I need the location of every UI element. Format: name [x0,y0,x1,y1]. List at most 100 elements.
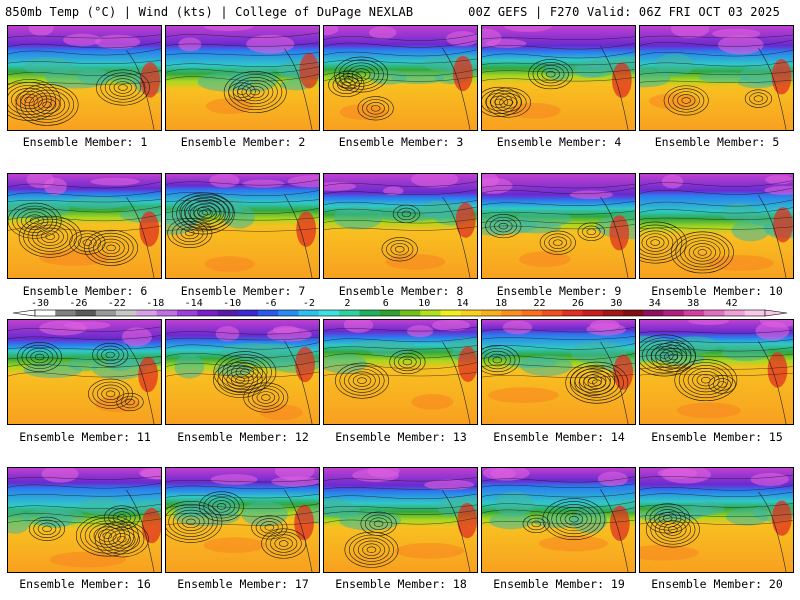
colorbar-tick-label: 10 [418,298,430,309]
member-label: Ensemble Member: 13 [335,430,467,444]
member-label: Ensemble Member: 17 [177,577,309,591]
member-label: Ensemble Member: 19 [493,577,625,591]
colorbar-segment [582,310,604,316]
colorbar-segment [400,310,421,316]
colorbar-segment [481,310,502,316]
colorbar-tick-label: 22 [533,298,545,309]
product-title: 850mb Temp (°C) | Wind (kts) | College o… [5,5,414,19]
ensemble-map-panel [7,173,162,279]
colorbar-segment [501,310,522,316]
member-label: Ensemble Member: 6 [22,284,148,298]
member-label: Ensemble Member: 18 [335,577,467,591]
run-valid-time: 00Z GEFS | F270 Valid: 06Z FRI OCT 03 20… [468,5,780,19]
member-label: Ensemble Member: 4 [496,135,622,149]
temperature-map [8,468,161,572]
colorbar-tick-label: 6 [383,298,389,309]
temperature-map [324,26,477,130]
colorbar-segment [237,310,259,316]
member-label: Ensemble Member: 8 [338,284,464,298]
colorbar-segment [197,310,218,316]
colorbar-segment [278,310,299,316]
colorbar-segment [744,310,766,316]
member-label: Ensemble Member: 20 [651,577,783,591]
colorbar-segment [359,310,381,316]
ensemble-map-panel [7,319,162,425]
member-label: Ensemble Member: 3 [338,135,464,149]
temperature-map [8,174,161,278]
ensemble-map-panel [639,319,794,425]
temperature-map [324,320,477,424]
temperature-map [324,174,477,278]
colorbar-segment [35,310,56,316]
temperature-map [640,320,793,424]
colorbar-segment [75,310,97,316]
member-label: Ensemble Member: 15 [651,430,783,444]
colorbar-tick-label: -6 [264,298,276,309]
temperature-map [482,320,635,424]
colorbar-graphic: -30 -26 -22 -18 -14 -10 -6 -2 2 6 10 14 18 22 26 30 34 38… [12,298,788,317]
colorbar-segment [704,310,725,316]
member-label: Ensemble Member: 12 [177,430,309,444]
member-label: Ensemble Member: 2 [180,135,306,149]
member-label: Ensemble Member: 10 [651,284,783,298]
colorbar-segment [298,310,320,316]
ensemble-map-panel [481,25,636,131]
colorbar-segment [136,310,157,316]
colorbar-tick-label: 38 [687,298,699,309]
colorbar-left-arrow [12,309,36,317]
colorbar-segment [440,310,462,316]
colorbar-segment [258,310,279,316]
colorbar-segment [683,310,705,316]
colorbar-segment [460,310,482,316]
ensemble-map-panel [165,319,320,425]
ensemble-map-panel [323,319,478,425]
member-label: Ensemble Member: 1 [22,135,148,149]
colorbar-segment [339,310,360,316]
colorbar-tick-label: -26 [69,298,87,309]
colorbar-segment [602,310,624,316]
colorbar-tick-label: 18 [495,298,507,309]
colorbar-segment [55,310,76,316]
colorbar-segment [156,310,178,316]
temperature-map [324,468,477,572]
colorbar-segment [217,310,239,316]
temperature-map [166,468,319,572]
colorbar-segment [176,310,198,316]
colorbar-tick-label: 42 [726,298,738,309]
colorbar-tick-label: -18 [146,298,164,309]
colorbar-tick-label: -14 [185,298,203,309]
ensemble-map-panel [165,467,320,573]
colorbar-tick-label: 2 [344,298,350,309]
member-label: Ensemble Member: 5 [654,135,780,149]
ensemble-map-panel [639,173,794,279]
page-header: 850mb Temp (°C) | Wind (kts) | College o… [0,0,800,22]
colorbar-segment [379,310,401,316]
colorbar-segment [663,310,685,316]
member-label: Ensemble Member: 16 [19,577,151,591]
ensemble-map-panel [323,467,478,573]
ensemble-map-panel [481,467,636,573]
colorbar-segment [318,310,340,316]
colorbar-segment [95,310,117,316]
temperature-map [8,26,161,130]
colorbar-segment [562,310,583,316]
colorbar-right-arrow [764,309,788,317]
ensemble-map-panel [639,25,794,131]
colorbar-tick-label: -22 [108,298,126,309]
ensemble-map-panel [639,467,794,573]
temperature-map [166,320,319,424]
ensemble-map-panel [165,173,320,279]
temperature-map [166,174,319,278]
member-label: Ensemble Member: 7 [180,284,306,298]
temperature-map [640,174,793,278]
temperature-colorbar: -30 -26 -22 -18 -14 -10 -6 -2 2 6 10 14 18 22 26 30 34 38… [0,296,800,320]
temperature-map [482,26,635,130]
ensemble-map-panel [7,467,162,573]
temperature-map [8,320,161,424]
member-label: Ensemble Member: 14 [493,430,625,444]
ensemble-map-panel [481,319,636,425]
colorbar-segment [623,310,644,316]
colorbar-segment [724,310,746,316]
colorbar-tick-label: 26 [572,298,584,309]
member-label: Ensemble Member: 9 [496,284,622,298]
